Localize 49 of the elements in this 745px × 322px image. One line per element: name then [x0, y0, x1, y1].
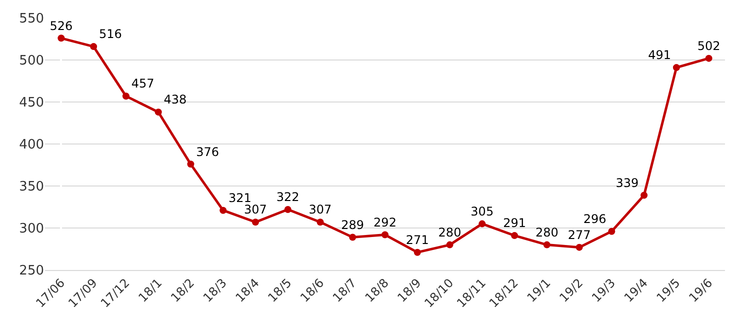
y-tick-label: 400 [19, 138, 44, 153]
point [58, 34, 65, 42]
data-label: 322 [276, 190, 300, 204]
data-label: 307 [244, 202, 267, 217]
point [154, 108, 162, 116]
y-tick-label: 450 [19, 96, 44, 111]
point [187, 160, 194, 168]
data-label: 277 [568, 228, 591, 242]
y-tick-label: 300 [19, 222, 44, 237]
point [478, 220, 486, 228]
data-label: 502 [697, 38, 720, 53]
point [446, 241, 454, 248]
data-label: 321 [228, 190, 252, 205]
data-label: 291 [503, 216, 526, 230]
data-label: 457 [131, 76, 154, 91]
data-label: 280 [535, 225, 558, 240]
point [252, 218, 259, 226]
data-label: 289 [341, 218, 364, 232]
data-label: 292 [374, 215, 396, 230]
point [122, 92, 130, 100]
data-label: 491 [648, 48, 672, 62]
point [705, 54, 712, 62]
data-label: 280 [438, 225, 462, 240]
point [349, 234, 356, 241]
data-label: 376 [196, 144, 219, 159]
point [608, 228, 616, 235]
point [414, 248, 421, 256]
point [284, 206, 292, 214]
point [672, 64, 680, 72]
y-tick-label: 350 [19, 180, 44, 195]
data-label: 296 [583, 212, 606, 226]
point [382, 231, 388, 238]
data-label: 305 [470, 204, 494, 218]
point [511, 232, 518, 240]
y-tick-label: 250 [19, 264, 44, 279]
point [90, 43, 98, 50]
point [640, 192, 648, 199]
data-label: 438 [164, 92, 187, 107]
y-tick-label: 550 [19, 12, 44, 27]
point [316, 218, 324, 226]
data-label: 271 [406, 232, 429, 247]
data-label: 339 [616, 176, 639, 190]
point [543, 241, 550, 248]
data-label: 526 [50, 18, 73, 33]
data-label: 307 [308, 202, 332, 217]
data-label: 516 [98, 27, 122, 42]
point [220, 206, 227, 214]
y-tick-label: 500 [19, 54, 44, 69]
point [576, 244, 583, 251]
